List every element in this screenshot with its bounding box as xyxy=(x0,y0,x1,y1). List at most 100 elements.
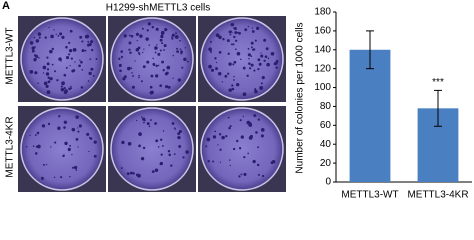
colony xyxy=(150,74,154,78)
colony xyxy=(55,33,57,35)
colony xyxy=(231,87,235,91)
colony xyxy=(155,27,159,31)
colony xyxy=(257,68,260,71)
y-tick-label: 120 xyxy=(314,63,331,74)
colony xyxy=(247,152,249,155)
colony xyxy=(34,54,37,57)
colony xyxy=(154,46,158,50)
colony xyxy=(242,92,247,96)
colony xyxy=(123,34,127,38)
colony xyxy=(238,31,241,35)
colony xyxy=(40,176,44,180)
colony xyxy=(63,73,67,77)
colony xyxy=(46,56,49,59)
colony xyxy=(256,163,260,167)
colony xyxy=(33,46,36,49)
colony xyxy=(45,164,48,166)
colony xyxy=(38,36,41,39)
colony xyxy=(214,57,217,60)
colony xyxy=(252,159,256,164)
colony xyxy=(118,63,122,68)
colony xyxy=(251,30,255,33)
colony xyxy=(148,44,151,46)
colony xyxy=(166,65,171,70)
colony xyxy=(72,69,76,72)
colony xyxy=(33,58,37,62)
colony xyxy=(212,160,215,163)
colony xyxy=(151,25,155,29)
colony xyxy=(132,75,134,77)
colony xyxy=(87,80,90,82)
colony xyxy=(63,86,66,90)
colony xyxy=(126,66,131,71)
colony xyxy=(261,76,265,80)
colony xyxy=(69,87,72,90)
row-label: METTL3-WT xyxy=(5,27,16,84)
colony xyxy=(54,70,57,73)
colony xyxy=(156,44,158,46)
colony xyxy=(78,64,81,68)
colony xyxy=(134,60,136,62)
colony xyxy=(84,34,89,39)
colony xyxy=(224,74,228,78)
colony xyxy=(206,137,211,142)
colony xyxy=(159,38,163,42)
colony xyxy=(63,126,66,129)
colony xyxy=(69,175,71,178)
colony xyxy=(137,173,141,178)
colony xyxy=(138,74,140,77)
colony xyxy=(270,161,274,165)
colony xyxy=(44,36,47,39)
colony xyxy=(178,129,182,134)
plate xyxy=(200,107,284,191)
colony xyxy=(93,140,97,144)
colony xyxy=(60,87,65,92)
colony xyxy=(79,35,83,39)
colony xyxy=(208,47,212,51)
colony xyxy=(136,119,138,122)
colony xyxy=(48,26,50,29)
colony xyxy=(45,72,50,76)
colony xyxy=(138,144,141,148)
colony xyxy=(54,141,57,144)
colony xyxy=(217,72,222,76)
colony xyxy=(260,54,264,58)
panel-label: A xyxy=(2,0,10,12)
colony xyxy=(72,166,75,169)
colony xyxy=(33,36,36,39)
colony xyxy=(172,33,175,36)
colony xyxy=(51,63,54,66)
colony xyxy=(172,77,174,79)
colony xyxy=(137,46,141,50)
colony xyxy=(152,57,154,60)
colony xyxy=(247,25,250,28)
colony xyxy=(93,154,97,158)
plate xyxy=(20,107,104,191)
colony xyxy=(135,48,140,52)
colony xyxy=(160,138,163,141)
colony xyxy=(253,114,257,117)
colony xyxy=(227,72,230,75)
colony xyxy=(176,50,179,53)
colony xyxy=(71,153,73,156)
colony xyxy=(122,77,126,81)
plate xyxy=(200,17,284,101)
colony xyxy=(29,134,31,137)
colony xyxy=(161,60,165,64)
colony xyxy=(81,68,84,71)
colony xyxy=(129,51,132,55)
y-tick-label: 100 xyxy=(314,82,331,93)
colony xyxy=(235,48,237,51)
colony xyxy=(75,115,79,119)
colony xyxy=(261,174,265,178)
colony xyxy=(25,145,28,148)
colony xyxy=(159,84,163,88)
colony xyxy=(146,60,150,64)
colony xyxy=(221,81,224,83)
colony xyxy=(177,78,181,82)
colony xyxy=(240,135,244,139)
colony xyxy=(232,63,235,66)
colony xyxy=(70,57,74,60)
colony xyxy=(232,43,235,46)
colony xyxy=(181,66,184,69)
